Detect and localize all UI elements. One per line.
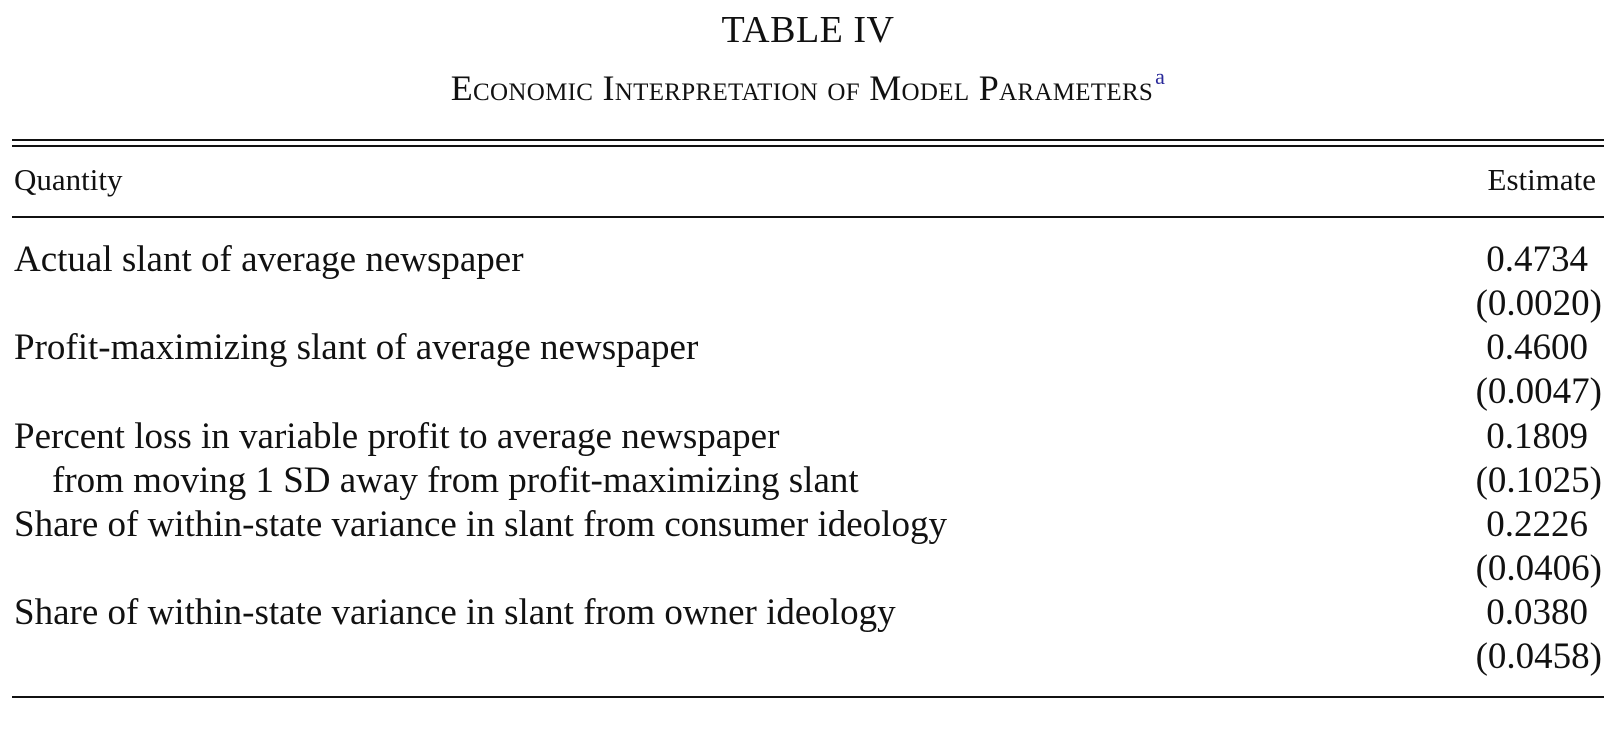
table-title: TABLE IV xyxy=(721,9,895,51)
row-label-consumer-ideology: Share of within-state variance in slant … xyxy=(14,504,947,545)
header-rule xyxy=(12,216,1604,218)
table-subtitle-text: Economic Interpretation of Model Paramet… xyxy=(450,68,1154,108)
column-header-quantity: Quantity xyxy=(14,162,123,197)
row-se-consumer-ideology: (0.0406) xyxy=(1475,548,1602,589)
row-label-percent-loss: Percent loss in variable profit to avera… xyxy=(14,416,780,457)
top-rule-lower xyxy=(12,145,1604,147)
row-se-owner-ideology: (0.0458) xyxy=(1475,636,1602,677)
row-estimate-profit-max-slant: 0.4600 xyxy=(1486,327,1588,368)
top-rule-upper xyxy=(12,139,1604,141)
row-label-profit-max-slant: Profit-maximizing slant of average newsp… xyxy=(14,327,699,368)
table-subtitle: Economic Interpretation of Model Paramet… xyxy=(0,66,1616,109)
column-header-estimate: Estimate xyxy=(1487,162,1596,197)
row-estimate-percent-loss: 0.1809 xyxy=(1486,416,1588,457)
row-estimate-actual-slant: 0.4734 xyxy=(1486,239,1588,280)
row-estimate-consumer-ideology: 0.2226 xyxy=(1486,504,1588,545)
row-label-percent-loss-continued: from moving 1 SD away from profit-maximi… xyxy=(52,460,859,501)
row-estimate-owner-ideology: 0.0380 xyxy=(1486,592,1588,633)
row-label-owner-ideology: Share of within-state variance in slant … xyxy=(14,592,896,633)
row-se-actual-slant: (0.0020) xyxy=(1475,283,1602,324)
footnote-marker[interactable]: a xyxy=(1155,64,1166,89)
row-se-percent-loss: (0.1025) xyxy=(1475,460,1602,501)
row-label-actual-slant: Actual slant of average newspaper xyxy=(14,239,524,280)
row-se-profit-max-slant: (0.0047) xyxy=(1475,371,1602,412)
bottom-rule xyxy=(12,696,1604,698)
